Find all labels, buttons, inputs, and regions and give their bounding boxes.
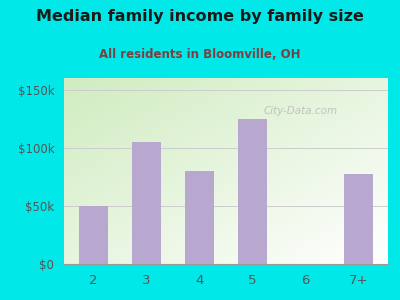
Text: Median family income by family size: Median family income by family size [36, 9, 364, 24]
Bar [132, 142, 161, 264]
Text: City-Data.com: City-Data.com [264, 106, 338, 116]
Bar [79, 206, 108, 264]
Bar [238, 119, 267, 264]
Bar [344, 175, 373, 264]
Text: All residents in Bloomville, OH: All residents in Bloomville, OH [99, 48, 301, 61]
Bar [185, 171, 214, 264]
